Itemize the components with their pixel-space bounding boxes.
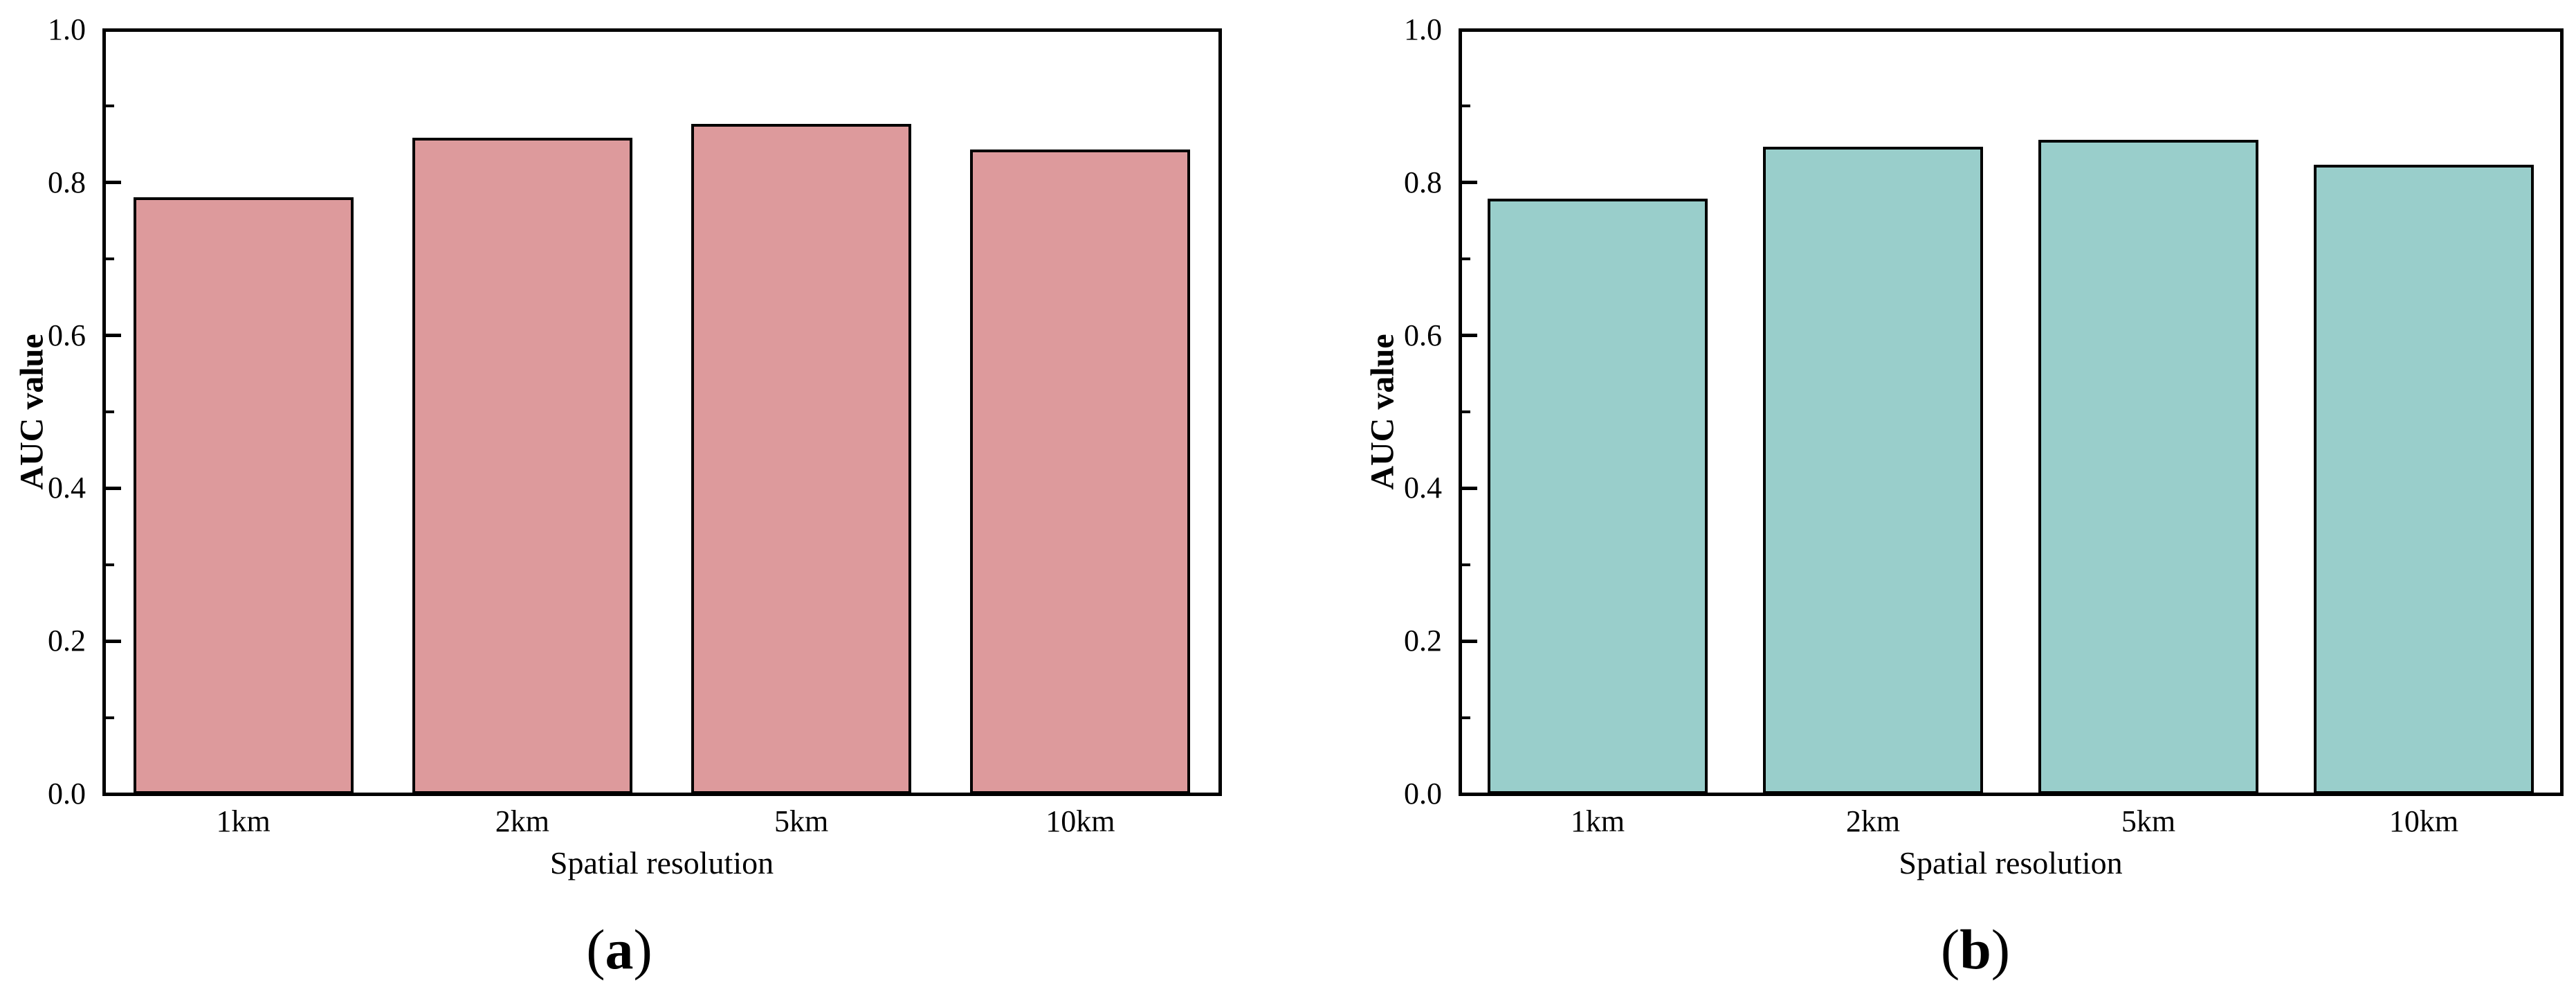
y-major-tick xyxy=(105,28,121,32)
x-tick-label: 10km xyxy=(2388,804,2459,838)
y-major-tick xyxy=(105,334,121,338)
caption-open-paren: ( xyxy=(586,918,605,981)
caption-letter: a xyxy=(605,918,634,981)
panel-caption-a: (a) xyxy=(586,921,652,978)
bar-10km xyxy=(2314,165,2534,794)
y-minor-tick xyxy=(105,257,114,261)
panel-caption-b: (b) xyxy=(1941,921,2010,978)
x-axis-title: Spatial resolution xyxy=(1899,845,2123,880)
y-tick-label: 0.2 xyxy=(1404,624,1442,658)
y-major-tick xyxy=(1461,792,1477,796)
y-tick-label: 1.0 xyxy=(1404,12,1442,46)
bar-2km xyxy=(412,137,632,794)
x-tick-label: 1km xyxy=(216,804,271,838)
y-minor-tick xyxy=(105,716,114,719)
y-major-tick xyxy=(105,792,121,796)
y-tick-label: 0.8 xyxy=(1404,165,1442,199)
y-major-tick xyxy=(1461,334,1477,338)
y-major-tick xyxy=(1461,181,1477,185)
caption-close-paren: ) xyxy=(1991,918,2011,981)
y-major-tick xyxy=(1461,28,1477,32)
y-tick-label: 0.6 xyxy=(1404,318,1442,352)
x-tick-label: 5km xyxy=(774,804,829,838)
x-tick-label: 1km xyxy=(1570,804,1625,838)
y-minor-tick xyxy=(1461,716,1470,719)
x-tick-label: 2km xyxy=(1845,804,1901,838)
y-tick-label: 1.0 xyxy=(48,12,86,46)
bar-10km xyxy=(970,150,1191,794)
y-minor-tick xyxy=(105,105,114,108)
y-major-tick xyxy=(105,181,121,185)
y-tick-label: 0.2 xyxy=(48,624,86,658)
y-major-tick xyxy=(1461,486,1477,490)
y-minor-tick xyxy=(1461,105,1470,108)
y-tick-label: 0.0 xyxy=(48,777,86,811)
caption-close-paren: ) xyxy=(633,918,652,981)
y-minor-tick xyxy=(1461,563,1470,566)
x-tick-label: 5km xyxy=(2121,804,2176,838)
y-minor-tick xyxy=(1461,410,1470,413)
y-major-tick xyxy=(105,486,121,490)
y-tick-label: 0.8 xyxy=(48,165,86,199)
plot-frame xyxy=(1458,28,2564,796)
y-tick-label: 0.4 xyxy=(48,471,86,505)
caption-open-paren: ( xyxy=(1940,918,1960,981)
bar-2km xyxy=(1763,146,1983,794)
y-tick-label: 0.6 xyxy=(48,318,86,352)
x-tick-label: 2km xyxy=(495,804,549,838)
y-major-tick xyxy=(1461,639,1477,643)
y-minor-tick xyxy=(105,410,114,413)
y-tick-label: 0.4 xyxy=(1404,471,1442,505)
y-major-tick xyxy=(105,639,121,643)
plot-frame xyxy=(102,28,1222,796)
caption-letter: b xyxy=(1960,918,1991,981)
y-axis-title: AUC value xyxy=(1364,334,1401,490)
y-tick-label: 0.0 xyxy=(1404,777,1442,811)
x-tick-label: 10km xyxy=(1045,804,1115,838)
x-axis-title: Spatial resolution xyxy=(549,845,774,880)
bar-1km xyxy=(133,197,354,794)
y-minor-tick xyxy=(1461,257,1470,261)
y-minor-tick xyxy=(105,563,114,566)
